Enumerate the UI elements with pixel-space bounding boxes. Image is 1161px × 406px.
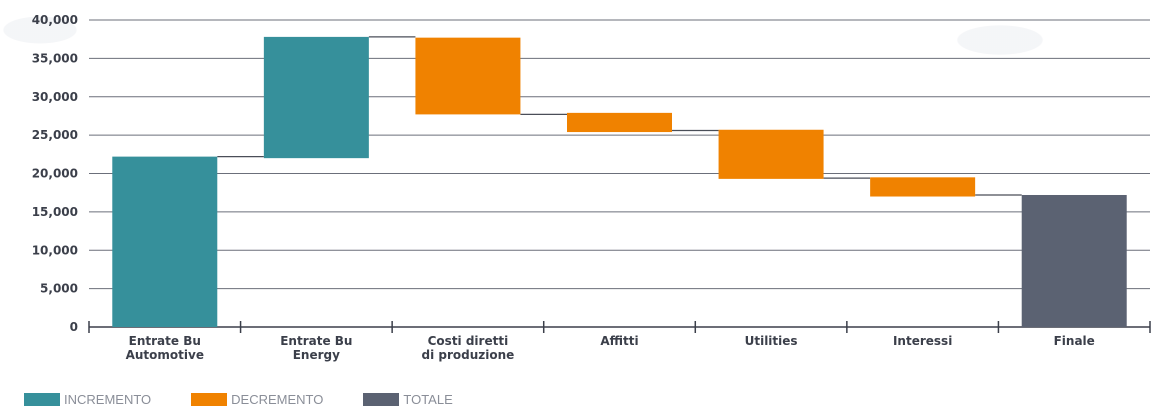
bar-increment bbox=[112, 156, 218, 327]
legend-label-total: TOTALE bbox=[403, 392, 453, 406]
x-tick-label: Affitti bbox=[600, 334, 638, 348]
legend-swatch-total bbox=[363, 392, 400, 406]
x-tick-label: Entrate Bu Energy bbox=[280, 334, 352, 362]
y-tick-label: 15,000 bbox=[32, 205, 78, 219]
legend-item-total: TOTALE bbox=[363, 392, 453, 406]
x-tick-label: Entrate Bu Automotive bbox=[126, 334, 204, 362]
x-tick-label: Interessi bbox=[893, 334, 952, 348]
y-tick-label: 20,000 bbox=[32, 167, 78, 181]
chart-plot-area: 0 5,000 10,000 15,000 20,000 25,000 30,000 35,0… bbox=[32, 13, 1151, 362]
legend-item-decrement: DECREMENTO bbox=[191, 392, 323, 406]
y-tick-label: 10,000 bbox=[32, 243, 78, 257]
bar-increment bbox=[263, 36, 369, 159]
y-tick-label: 40,000 bbox=[32, 13, 78, 27]
bar-total bbox=[1021, 194, 1127, 327]
bar-decrement bbox=[870, 177, 976, 197]
legend-label-increment: INCREMENTO bbox=[64, 392, 152, 406]
bar-decrement bbox=[718, 129, 824, 179]
legend-item-increment: INCREMENTO bbox=[24, 392, 151, 406]
y-tick-label: 35,000 bbox=[32, 51, 78, 65]
y-tick-label: 5,000 bbox=[40, 282, 78, 296]
chart-legend: INCREMENTO DECREMENTO TOTALE bbox=[24, 392, 493, 406]
legend-label-decrement: DECREMENTO bbox=[231, 392, 324, 406]
x-tick-label: Utilities bbox=[745, 334, 798, 348]
legend-swatch-increment bbox=[24, 392, 60, 406]
bar-decrement bbox=[567, 112, 672, 133]
y-tick-label: 30,000 bbox=[32, 90, 78, 104]
x-tick-label: Costi diretti di produzione bbox=[422, 334, 515, 362]
bar-decrement bbox=[415, 37, 521, 115]
legend-swatch-decrement bbox=[191, 392, 228, 406]
y-tick-label: 0 bbox=[70, 320, 78, 334]
y-tick-label: 25,000 bbox=[32, 128, 78, 142]
x-tick-label: Finale bbox=[1054, 334, 1095, 348]
